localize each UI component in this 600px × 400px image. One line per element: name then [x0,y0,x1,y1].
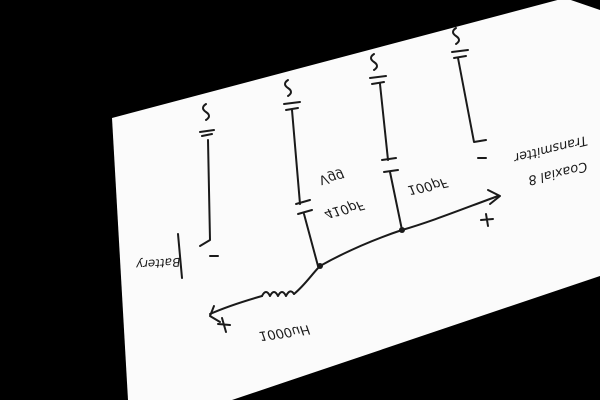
arrow-head [487,189,501,205]
cap-branch-2-wire [379,83,403,231]
junction-dot-1 [317,263,323,269]
ground-symbol-2 [369,53,387,85]
ground-symbol-3 [451,27,469,59]
cap-2-sublabel: Vgg [318,167,346,187]
left-terminal [209,305,221,323]
right-plus-mark [480,213,494,227]
left-label: Battery [135,255,181,272]
inductor-coil [261,290,295,297]
ground-symbol-1 [283,79,301,111]
junction-dot-2 [399,227,405,233]
battery-bracket [177,233,183,279]
main-wire-2 [293,195,499,295]
cap-branch-1-wire [291,109,319,267]
transmitter-branch-wire [457,57,487,143]
cap-1-plates [295,199,313,215]
left-plus-mark [217,317,231,333]
battery-branch-wire [199,139,211,247]
inductor-label: 1000uH [258,321,311,343]
cap-2-plates [381,157,399,173]
main-wire [209,295,263,315]
battery-symbol [199,103,215,137]
paper-sheet [112,0,600,400]
